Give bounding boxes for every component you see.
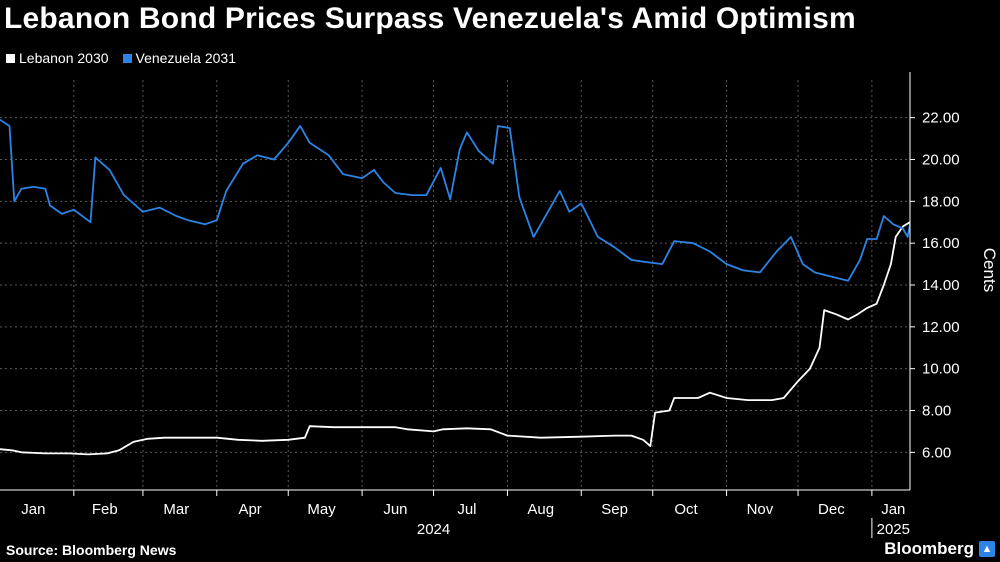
grid-lines bbox=[0, 80, 910, 490]
x-tick-label: Aug bbox=[527, 501, 554, 518]
x-tick-label: Jun bbox=[383, 501, 407, 518]
y-tick-label: 20.00 bbox=[922, 151, 960, 168]
x-year-label: 2024 bbox=[417, 521, 450, 538]
legend-label-lebanon: Lebanon 2030 bbox=[19, 50, 109, 66]
x-tick-label: Feb bbox=[92, 501, 118, 518]
x-tick-label: May bbox=[307, 501, 336, 518]
bloomberg-terminal-icon: ▲ bbox=[979, 541, 995, 557]
source-note: Source: Bloomberg News bbox=[6, 542, 177, 558]
x-tick-label: Dec bbox=[818, 501, 845, 518]
x-tick-label: Nov bbox=[747, 501, 774, 518]
x-tick-label: Sep bbox=[601, 501, 628, 518]
legend-item-venezuela: Venezuela 2031 bbox=[122, 50, 236, 66]
y-tick-label: 10.00 bbox=[922, 361, 960, 378]
legend: Lebanon 2030 Venezuela 2031 bbox=[6, 50, 236, 66]
series-line-lebanon-2030 bbox=[0, 221, 911, 456]
x-tick-label: Mar bbox=[163, 501, 189, 518]
x-year-label: 2025 bbox=[877, 521, 910, 538]
x-tick-label: Jan bbox=[881, 501, 905, 518]
series-lines bbox=[0, 118, 911, 456]
y-tick-label: 22.00 bbox=[922, 110, 960, 127]
y-tick-label: 14.00 bbox=[922, 277, 960, 294]
y-tick-label: 8.00 bbox=[922, 403, 951, 420]
x-tick-label: Apr bbox=[238, 501, 261, 518]
brand-logo: Bloomberg bbox=[884, 539, 974, 558]
legend-label-venezuela: Venezuela 2031 bbox=[135, 50, 236, 66]
x-tick-label: Oct bbox=[674, 501, 698, 518]
legend-swatch-lebanon bbox=[6, 53, 15, 63]
line-chart: 6.00 8.00 10.00 12.00 14.00 16.00 18.00 20.00 22… bbox=[0, 72, 999, 538]
axes: 6.00 8.00 10.00 12.00 14.00 16.00 18.00 20.00 22… bbox=[0, 72, 999, 538]
y-tick-label: 18.00 bbox=[922, 193, 960, 210]
x-tick-label: Jul bbox=[457, 501, 476, 518]
x-tick-label: Jan bbox=[21, 501, 45, 518]
series-line-venezuela-2031 bbox=[0, 118, 911, 282]
legend-swatch-venezuela bbox=[122, 53, 132, 63]
y-tick-label: 12.00 bbox=[922, 319, 960, 336]
chart-title: Lebanon Bond Prices Surpass Venezuela's … bbox=[4, 2, 856, 35]
y-tick-label: 16.00 bbox=[922, 235, 960, 252]
y-tick-label: 6.00 bbox=[922, 444, 951, 461]
legend-item-lebanon: Lebanon 2030 bbox=[6, 50, 109, 66]
y-axis-label: Cents bbox=[980, 248, 999, 292]
